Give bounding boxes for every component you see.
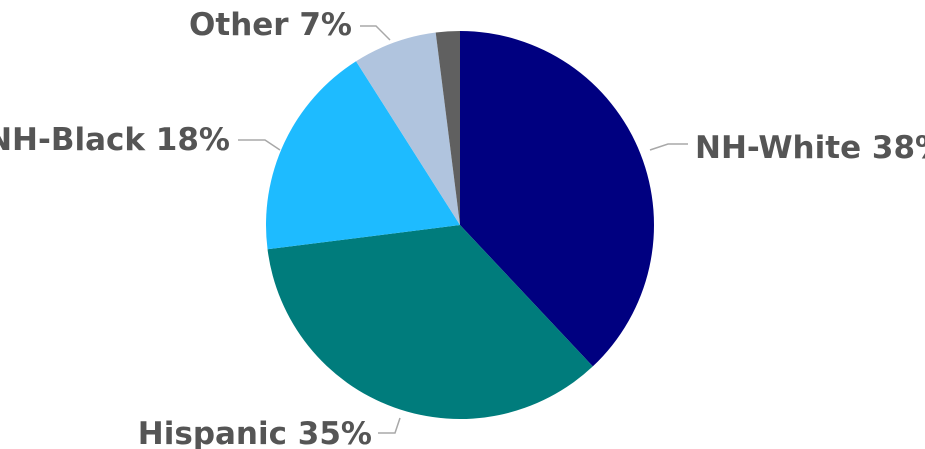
pie-slice-other bbox=[356, 32, 460, 225]
leader-line-other bbox=[360, 25, 391, 41]
pie-slices bbox=[266, 31, 654, 419]
leader-lines bbox=[238, 25, 688, 434]
leader-line-nh-white bbox=[649, 143, 688, 151]
data-label-hispanic: Hispanic 35% bbox=[138, 416, 372, 449]
leader-line-nh-black bbox=[238, 139, 281, 151]
data-labels: NH-White 38% Hispanic 35% NH-Black 18% Othe… bbox=[0, 7, 925, 449]
pie-slice-hispanic bbox=[267, 225, 593, 419]
data-label-nh-white: NH-White 38% bbox=[695, 130, 925, 166]
pie-slice-nh-white bbox=[460, 31, 654, 367]
pie-slice-unlabeled-4 bbox=[435, 31, 460, 225]
pie-slice-nh-black bbox=[266, 61, 460, 250]
data-label-other: Other 7% bbox=[189, 7, 352, 43]
leader-line-hispanic bbox=[378, 417, 401, 434]
data-label-nh-black: NH-Black 18% bbox=[0, 122, 230, 158]
